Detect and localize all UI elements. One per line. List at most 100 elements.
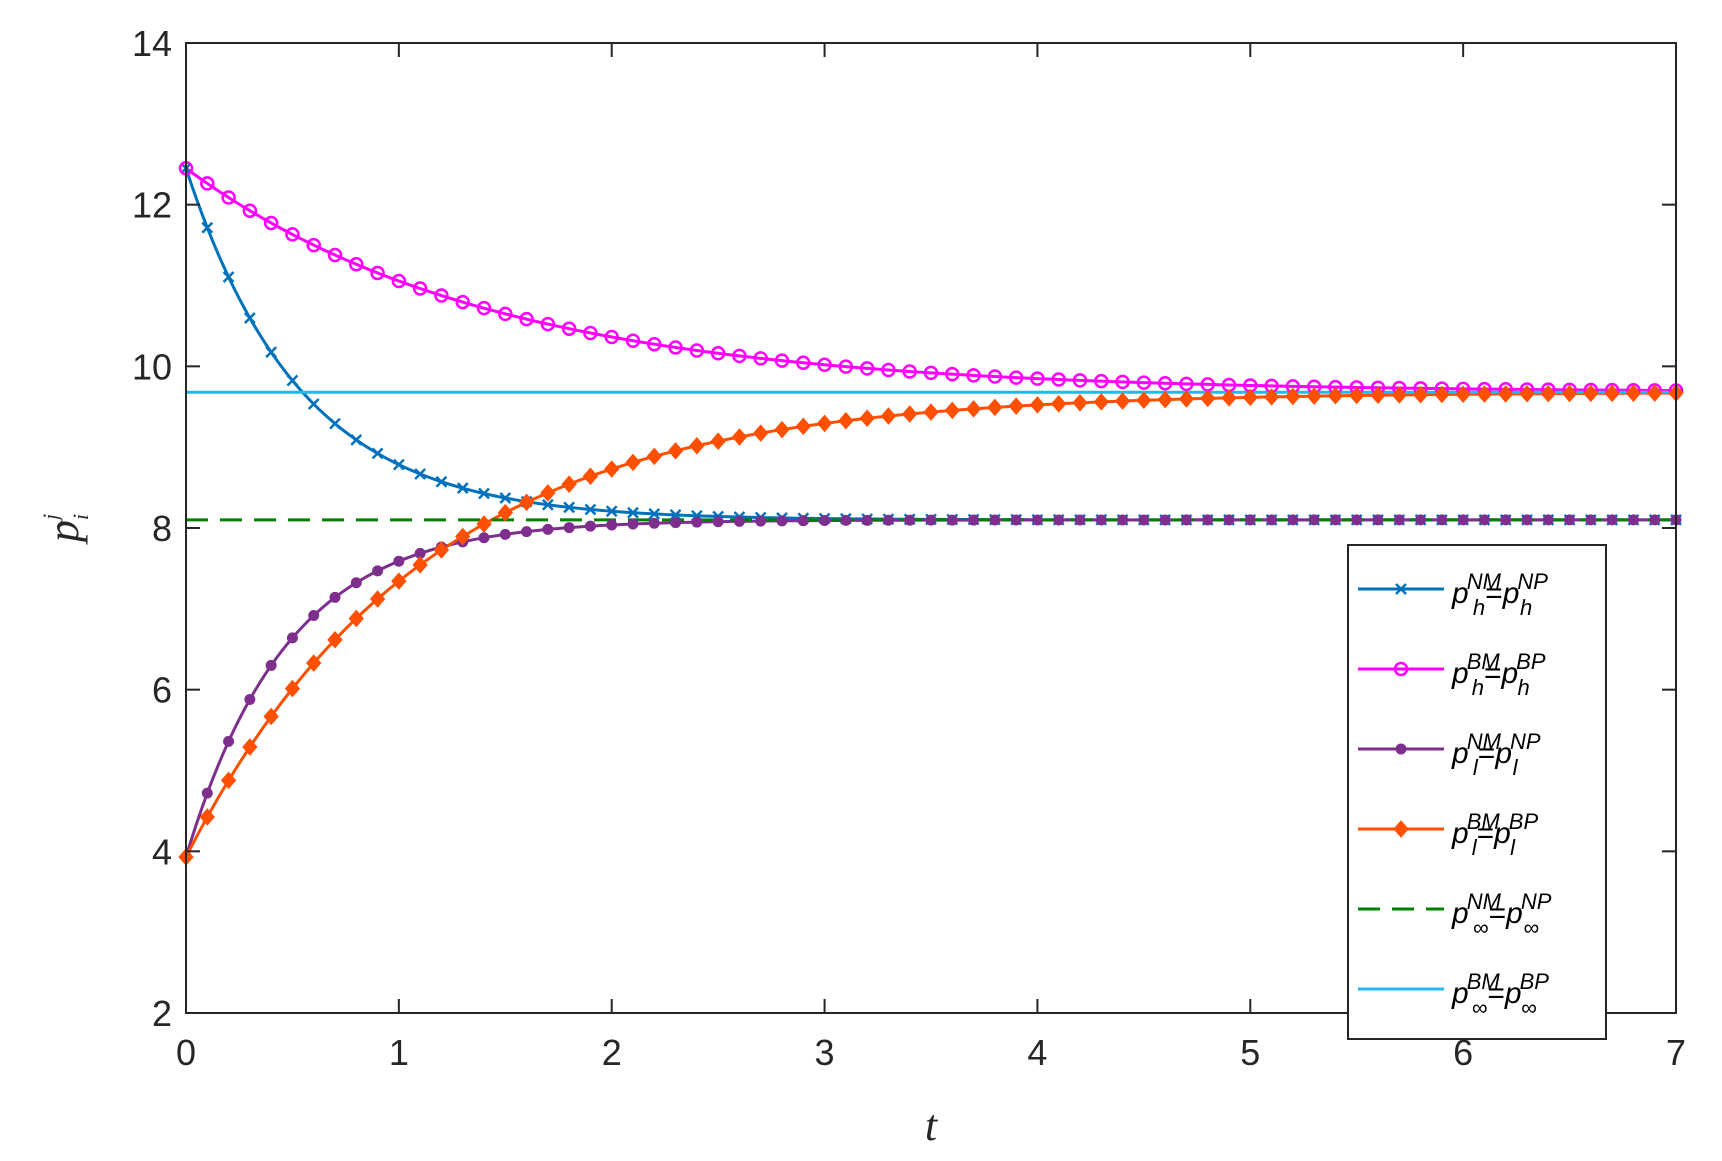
legend-label-eq: = bbox=[1477, 817, 1495, 850]
y-tick-label: 8 bbox=[152, 508, 172, 549]
legend-item-0: pNM h=pNP h bbox=[1358, 569, 1548, 620]
y-tick-label: 14 bbox=[132, 23, 172, 64]
x-tick-label: 2 bbox=[602, 1032, 622, 1073]
data-point bbox=[1649, 514, 1661, 526]
data-point bbox=[1072, 373, 1088, 388]
data-point bbox=[540, 316, 556, 332]
data-point bbox=[584, 520, 596, 532]
data-point bbox=[1266, 514, 1278, 526]
x-tick-label: 3 bbox=[815, 1032, 835, 1073]
legend-item-4: pNM ∞=pNP ∞ bbox=[1358, 889, 1552, 940]
legend-label-base: p bbox=[1451, 737, 1469, 770]
data-point bbox=[519, 311, 534, 327]
data-point bbox=[946, 514, 958, 526]
data-point bbox=[1053, 514, 1065, 526]
legend-label-rsup: BP bbox=[1509, 809, 1539, 834]
data-point bbox=[1029, 396, 1046, 414]
data-point bbox=[1010, 514, 1022, 526]
data-point bbox=[817, 357, 832, 373]
data-point bbox=[1074, 514, 1086, 526]
data-point bbox=[478, 487, 490, 500]
data-point bbox=[200, 176, 215, 191]
data-point bbox=[904, 514, 916, 526]
data-point bbox=[945, 366, 960, 382]
data-point bbox=[263, 215, 279, 231]
legend-label-lsup: BM bbox=[1467, 969, 1501, 994]
data-point bbox=[498, 306, 513, 322]
data-point bbox=[1585, 514, 1597, 526]
data-point bbox=[838, 359, 854, 374]
legend-label-rsup: NP bbox=[1510, 729, 1541, 754]
data-point bbox=[1627, 514, 1639, 526]
legend-label-base: p bbox=[1451, 977, 1469, 1010]
data-point bbox=[583, 325, 598, 341]
data-point bbox=[521, 526, 533, 538]
data-point bbox=[307, 398, 320, 410]
data-point bbox=[412, 556, 428, 574]
data-point bbox=[1178, 390, 1195, 408]
data-point bbox=[370, 265, 385, 281]
data-point bbox=[627, 518, 639, 530]
data-point bbox=[1157, 376, 1173, 391]
legend-label-base: p bbox=[1451, 817, 1469, 850]
data-point bbox=[478, 532, 490, 544]
data-point bbox=[1351, 514, 1363, 526]
data-point bbox=[1008, 370, 1024, 385]
series-markers-1 bbox=[178, 161, 1684, 398]
legend-label-rbase: p bbox=[1505, 897, 1523, 930]
data-point bbox=[1393, 514, 1405, 526]
data-point bbox=[1159, 514, 1171, 526]
data-point bbox=[1391, 386, 1407, 404]
legend-label-eq: = bbox=[1489, 897, 1507, 930]
y-tick-label: 10 bbox=[132, 346, 172, 387]
data-point bbox=[923, 365, 939, 381]
data-point bbox=[329, 417, 341, 430]
legend-label-eq: = bbox=[1484, 657, 1502, 690]
legend-box bbox=[1347, 544, 1607, 1040]
legend-label: pNM ∞=pNP ∞ bbox=[1451, 889, 1552, 940]
data-point bbox=[648, 508, 661, 520]
legend-marker bbox=[1393, 661, 1409, 677]
data-point bbox=[243, 312, 256, 324]
data-point bbox=[286, 374, 299, 387]
data-point bbox=[604, 460, 620, 478]
legend-label-rsub: l bbox=[1513, 755, 1519, 780]
data-point bbox=[987, 369, 1003, 384]
data-point bbox=[1500, 514, 1512, 526]
legend-label-lsup: NM bbox=[1467, 889, 1502, 914]
data-point bbox=[774, 353, 790, 368]
data-point bbox=[242, 203, 258, 218]
legend-label-base: p bbox=[1451, 577, 1469, 610]
data-point bbox=[499, 528, 511, 540]
data-point bbox=[414, 468, 427, 480]
data-point bbox=[1521, 514, 1533, 526]
data-point bbox=[1051, 372, 1066, 387]
data-point bbox=[1455, 385, 1471, 404]
y-axis-label: pij bbox=[38, 514, 93, 545]
data-point bbox=[221, 190, 236, 205]
data-point bbox=[1542, 514, 1554, 526]
data-point bbox=[1412, 385, 1429, 404]
data-point bbox=[563, 501, 576, 514]
legend-label: pBM h=pBP h bbox=[1451, 649, 1546, 700]
x-tick-label: 6 bbox=[1453, 1032, 1473, 1073]
data-point bbox=[987, 398, 1003, 417]
data-point bbox=[989, 514, 1001, 526]
data-point bbox=[1115, 374, 1130, 390]
data-point bbox=[902, 364, 917, 379]
x-tick-label: 7 bbox=[1666, 1032, 1686, 1073]
data-point bbox=[965, 400, 982, 418]
data-point bbox=[455, 294, 470, 310]
data-point bbox=[372, 565, 384, 577]
legend-label-rsub: h bbox=[1518, 675, 1530, 700]
legend-item-5: pBM ∞=pBP ∞ bbox=[1358, 969, 1549, 1020]
data-point bbox=[263, 707, 279, 726]
data-point bbox=[1030, 371, 1045, 386]
data-point bbox=[689, 343, 705, 358]
data-point bbox=[1370, 386, 1386, 404]
data-point bbox=[840, 514, 852, 526]
data-point bbox=[902, 405, 918, 423]
data-point bbox=[710, 432, 726, 450]
data-point bbox=[1263, 388, 1280, 406]
data-point bbox=[861, 514, 873, 526]
